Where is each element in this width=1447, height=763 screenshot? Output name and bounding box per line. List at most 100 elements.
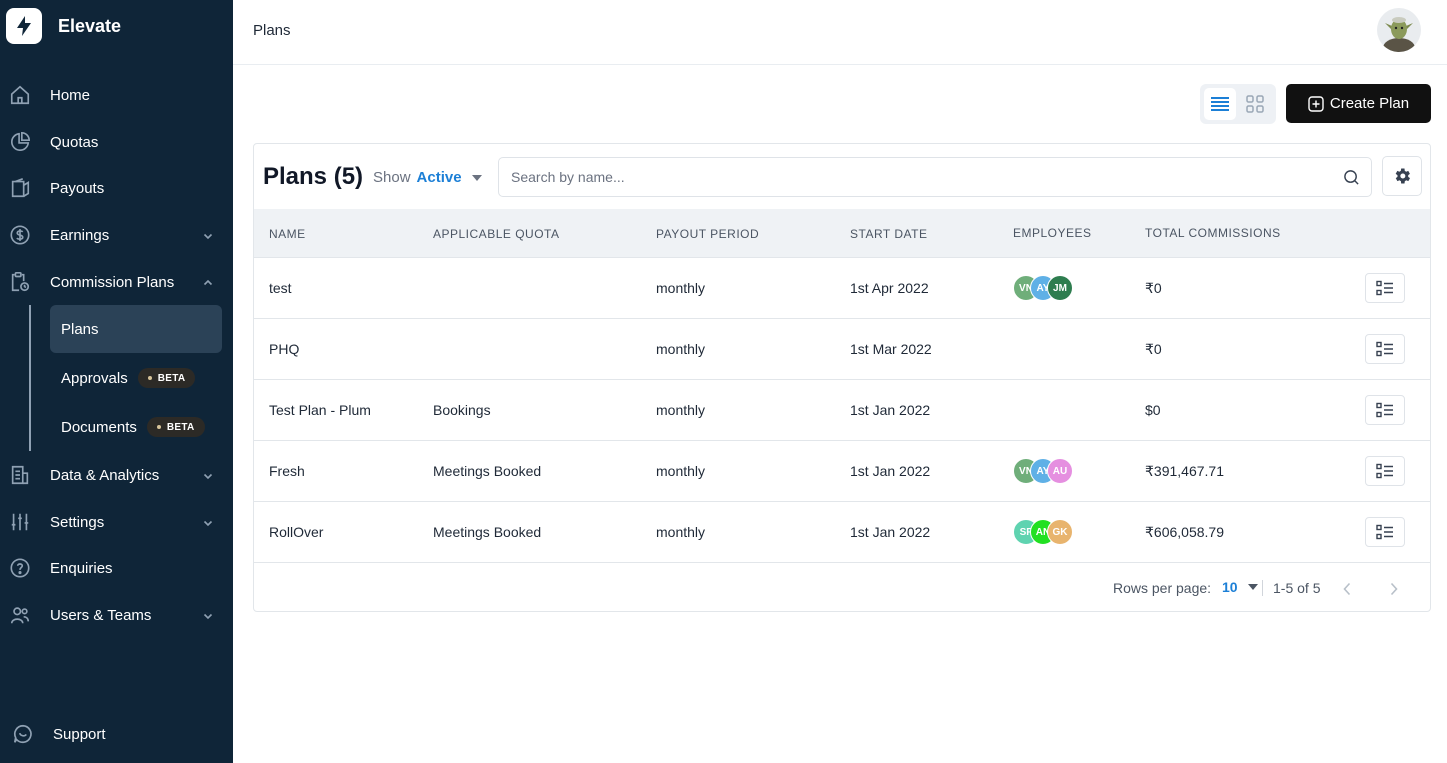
plan-start-date: 1st Jan 2022 (850, 463, 931, 479)
sidebar-item-label: Enquiries (50, 559, 113, 577)
plan-name[interactable]: Test Plan - Plum (269, 402, 371, 418)
top-bar: Plans (233, 0, 1447, 65)
pie-chart-icon (10, 132, 30, 152)
row-details-button[interactable] (1365, 334, 1405, 364)
list-details-icon (1376, 463, 1393, 479)
create-plan-button[interactable]: Create Plan (1286, 84, 1431, 123)
plan-name[interactable]: Fresh (269, 463, 305, 479)
home-icon (10, 85, 30, 105)
rows-per-page-label: Rows per page: (1113, 580, 1212, 596)
search-input[interactable] (499, 158, 1339, 196)
status-filter-label: Show (373, 169, 411, 186)
wallet-icon (11, 178, 30, 198)
list-icon (1211, 97, 1229, 111)
table-row[interactable]: test monthly 1st Apr 2022 VN AY JM ₹0 (254, 258, 1430, 319)
sidebar-item-payouts[interactable]: Payouts (0, 170, 233, 206)
sidebar-subitem-label: Approvals (61, 369, 128, 387)
plan-total: ₹391,467.71 (1145, 463, 1224, 479)
chevron-right-icon (1390, 582, 1398, 596)
plan-period: monthly (656, 463, 706, 479)
row-details-button[interactable] (1365, 456, 1405, 486)
row-details-button[interactable] (1365, 273, 1405, 303)
plan-period: monthly (656, 402, 706, 418)
sidebar-subitem-documents[interactable]: Documents BETA (50, 403, 222, 451)
list-details-icon (1376, 280, 1393, 296)
badge-dot-icon (147, 376, 152, 380)
previous-page-button[interactable] (1337, 579, 1357, 599)
employee-avatar[interactable]: AU (1047, 458, 1073, 484)
chevron-up-icon (203, 279, 213, 286)
sidebar-subitem-label: Plans (61, 320, 99, 338)
column-header-period[interactable]: PAYOUT PERIOD (656, 227, 760, 241)
plan-name[interactable]: test (269, 280, 292, 296)
employee-avatars[interactable]: SF AN GK (1013, 519, 1073, 545)
column-header-quota[interactable]: APPLICABLE QUOTA (433, 227, 560, 241)
sidebar-item-label: Home (50, 86, 91, 104)
list-view-button[interactable] (1204, 88, 1236, 120)
sidebar-item-data-analytics[interactable]: Data & Analytics (0, 457, 233, 493)
page-title: Plans (253, 22, 291, 39)
employee-avatars[interactable]: VN AY JM (1013, 275, 1073, 301)
column-header-name[interactable]: NAME (269, 227, 306, 241)
row-details-button[interactable] (1365, 395, 1405, 425)
plan-period: monthly (656, 341, 706, 357)
sidebar-item-label: Settings (50, 513, 105, 531)
sidebar-item-quotas[interactable]: Quotas (0, 124, 233, 160)
sidebar-subitem-approvals[interactable]: Approvals BETA (50, 354, 222, 402)
table-row[interactable]: RollOver Meetings Booked monthly 1st Jan… (254, 502, 1430, 563)
sidebar: Elevate Home Quotas Payouts Earnings Com… (0, 0, 233, 763)
avatar-image (1377, 8, 1421, 52)
employee-avatar[interactable]: JM (1047, 275, 1073, 301)
caret-down-icon (1247, 584, 1258, 590)
clipboard-icon (11, 272, 30, 292)
beta-badge-text: BETA (166, 421, 195, 433)
table-row[interactable]: PHQ monthly 1st Mar 2022 ₹0 (254, 319, 1430, 380)
sidebar-item-settings[interactable]: Settings (0, 504, 233, 540)
plans-card: Plans (5) Show Active NAME APPLICABLE QU… (253, 143, 1431, 612)
dollar-circle-icon (10, 225, 30, 245)
sidebar-item-users-teams[interactable]: Users & Teams (0, 597, 233, 633)
plan-period: monthly (656, 280, 706, 296)
status-filter-dropdown[interactable]: Show Active (373, 169, 482, 186)
column-header-employees[interactable]: EMPLOYEES (1013, 226, 1092, 240)
plan-name[interactable]: PHQ (269, 341, 300, 357)
sidebar-item-enquiries[interactable]: Enquiries (0, 550, 233, 586)
employee-avatars[interactable]: VN AY AU (1013, 458, 1073, 484)
user-avatar[interactable] (1377, 8, 1421, 52)
gear-icon (1395, 168, 1410, 184)
plan-period: monthly (656, 524, 706, 540)
rows-per-page-select[interactable]: 10 (1222, 579, 1258, 595)
brand[interactable]: Elevate (6, 7, 121, 45)
plan-quota: Meetings Booked (433, 463, 542, 479)
column-header-total-commissions[interactable]: TOTAL COMMISSIONS (1145, 226, 1281, 240)
employee-avatar[interactable]: GK (1047, 519, 1073, 545)
sidebar-subitem-plans[interactable]: Plans (50, 305, 222, 353)
plan-total: $0 (1145, 402, 1161, 418)
card-title: Plans (5) (263, 163, 364, 190)
next-page-button[interactable] (1384, 579, 1404, 599)
sidebar-item-earnings[interactable]: Earnings (0, 217, 233, 253)
table-row[interactable]: Test Plan - Plum Bookings monthly 1st Ja… (254, 380, 1430, 441)
sidebar-item-label: Data & Analytics (50, 466, 160, 484)
search-box (498, 157, 1372, 197)
rows-per-page-value: 10 (1222, 579, 1238, 595)
plan-total: ₹0 (1145, 341, 1162, 357)
plan-name[interactable]: RollOver (269, 524, 324, 540)
row-details-button[interactable] (1365, 517, 1405, 547)
bolt-icon (6, 8, 42, 44)
caret-down-icon (471, 174, 482, 181)
list-details-icon (1376, 524, 1393, 540)
column-header-start-date[interactable]: START DATE (850, 227, 928, 241)
report-icon (11, 465, 29, 485)
chevron-left-icon (1343, 582, 1351, 596)
sidebar-item-commission-plans[interactable]: Commission Plans (0, 264, 233, 300)
plan-start-date: 1st Apr 2022 (850, 280, 929, 296)
table-row[interactable]: Fresh Meetings Booked monthly 1st Jan 20… (254, 441, 1430, 502)
sidebar-item-home[interactable]: Home (0, 77, 233, 113)
plan-total: ₹606,058.79 (1145, 524, 1224, 540)
sidebar-item-label: Quotas (50, 133, 99, 151)
grid-view-button[interactable] (1239, 88, 1271, 120)
table-settings-button[interactable] (1382, 156, 1422, 196)
sidebar-item-support[interactable]: Support (0, 716, 233, 752)
search-icon[interactable] (1343, 169, 1360, 186)
